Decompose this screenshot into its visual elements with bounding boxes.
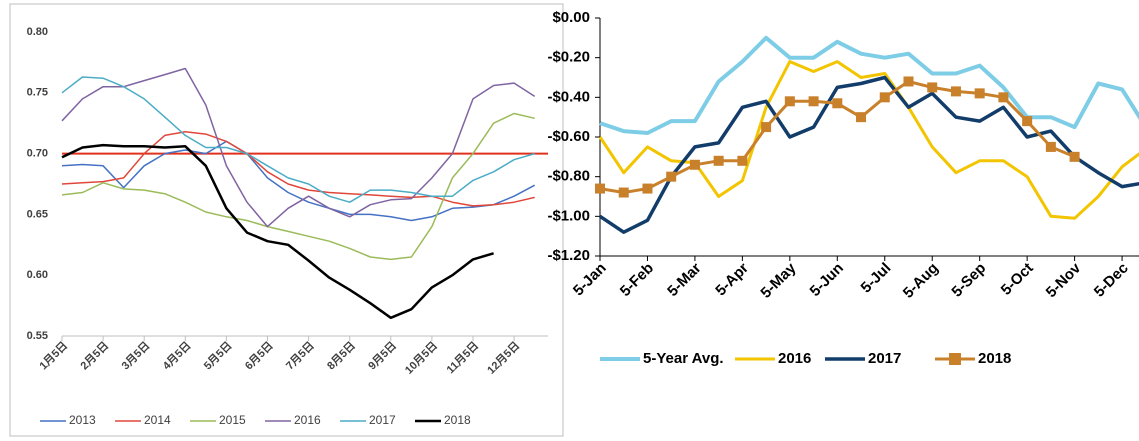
- x-tick-label: 5月5日: [201, 339, 234, 372]
- series-marker: [998, 92, 1009, 103]
- series-line: [61, 112, 535, 261]
- legend-label: 2014: [144, 413, 171, 427]
- series-marker: [761, 122, 772, 133]
- x-tick-label: 1月5日: [37, 339, 70, 372]
- legend-marker: [949, 353, 961, 365]
- legend-label: 5-Year Avg.: [643, 350, 724, 367]
- series-line: [61, 76, 535, 203]
- x-tick-label: 7月5日: [283, 339, 316, 372]
- y-tick-label: 0.60: [27, 269, 48, 281]
- y-tick-label: $0.00: [552, 9, 590, 26]
- series-marker: [784, 96, 795, 107]
- y-tick-label: 0.55: [27, 330, 48, 342]
- series-marker: [1069, 151, 1080, 162]
- x-tick-label: 2月5日: [78, 339, 111, 372]
- x-tick-label: 4月5日: [160, 339, 193, 372]
- series-marker: [713, 155, 724, 166]
- y-tick-label: -$0.60: [547, 128, 590, 145]
- y-tick-label: 0.75: [27, 87, 48, 99]
- x-tick-label: 5-Dec: [1091, 260, 1132, 301]
- y-tick-label: -$1.20: [547, 247, 590, 264]
- chart-frame: [9, 3, 564, 437]
- x-tick-label: 5-Mar: [664, 260, 704, 300]
- series-marker: [618, 187, 629, 198]
- legend-label: 2018: [444, 413, 471, 427]
- x-tick-label: 5-Aug: [900, 260, 942, 302]
- y-tick-label: 0.70: [27, 148, 48, 160]
- y-tick-label: -$0.80: [547, 168, 590, 185]
- series-marker: [950, 86, 961, 97]
- x-tick-label: 10月5日: [402, 339, 440, 377]
- x-tick-label: 5-Jun: [807, 260, 847, 300]
- y-tick-label: 0.65: [27, 208, 48, 220]
- legend: 2013 2014 2015 2016 2017 2018: [40, 413, 471, 427]
- legend-label: 2016: [778, 350, 811, 367]
- x-tick-label: 12月5日: [485, 339, 523, 377]
- series-marker: [856, 112, 867, 123]
- x-tick-label: 11月5日: [444, 339, 481, 376]
- series-marker: [974, 88, 985, 99]
- series-marker: [689, 159, 700, 170]
- x-tick-label: 8月5日: [324, 339, 357, 372]
- series-marker: [1022, 116, 1033, 127]
- series-marker: [1045, 141, 1056, 152]
- series-line: [599, 35, 1139, 135]
- x-tick-label: 5-Apr: [712, 260, 752, 300]
- legend-label: 2017: [369, 413, 396, 427]
- x-tick-label: 5-Jul: [858, 260, 895, 297]
- series-line: [61, 140, 536, 222]
- series-line: [61, 67, 536, 228]
- y-tick-label: 0.80: [27, 26, 48, 38]
- series-line: [61, 143, 494, 320]
- legend-label: 2016: [294, 413, 321, 427]
- x-tick-label: 6月5日: [242, 339, 275, 372]
- series-marker: [595, 183, 605, 194]
- series-marker: [737, 155, 748, 166]
- x-tick-label: 3月5日: [119, 339, 152, 372]
- plot-area: [595, 35, 1139, 234]
- plot-area: [61, 67, 536, 320]
- series-marker: [903, 76, 914, 87]
- series-marker: [808, 96, 819, 107]
- legend-label: 2017: [868, 350, 901, 367]
- series-marker: [642, 183, 653, 194]
- series-marker: [832, 98, 843, 109]
- x-tick-label: 5-Nov: [1043, 259, 1085, 301]
- series-marker: [879, 92, 890, 103]
- x-tick-label: 5-Jan: [570, 260, 610, 300]
- legend-label: 2013: [69, 413, 96, 427]
- legend: 5-Year Avg. 2016 2017 2018: [600, 350, 1011, 367]
- series-marker: [927, 82, 938, 93]
- x-tick-label: 5-Sep: [948, 260, 989, 301]
- legend-label: 2018: [978, 350, 1011, 367]
- left-chart: 0.55 0.60 0.65 0.70 0.75 0.80 1月5日 2月5日 3月5日 4月5日…: [27, 26, 548, 427]
- y-tick-label: -$0.20: [547, 49, 590, 66]
- legend-label: 2015: [219, 413, 246, 427]
- x-tick-label: 5-Oct: [998, 260, 1037, 299]
- series-line: [599, 75, 1139, 234]
- x-tick-label: 5-May: [757, 259, 800, 302]
- x-tick-label: 9月5日: [366, 339, 399, 372]
- y-tick-label: -$1.00: [547, 207, 590, 224]
- y-tick-label: -$0.40: [547, 88, 590, 105]
- x-tick-label: 5-Feb: [617, 260, 657, 300]
- right-chart: -$1.20 -$1.00 -$0.80 -$0.60 -$0.40 -$0.20 $0.0…: [547, 9, 1139, 367]
- series-marker: [666, 171, 677, 182]
- series-line: [61, 130, 535, 207]
